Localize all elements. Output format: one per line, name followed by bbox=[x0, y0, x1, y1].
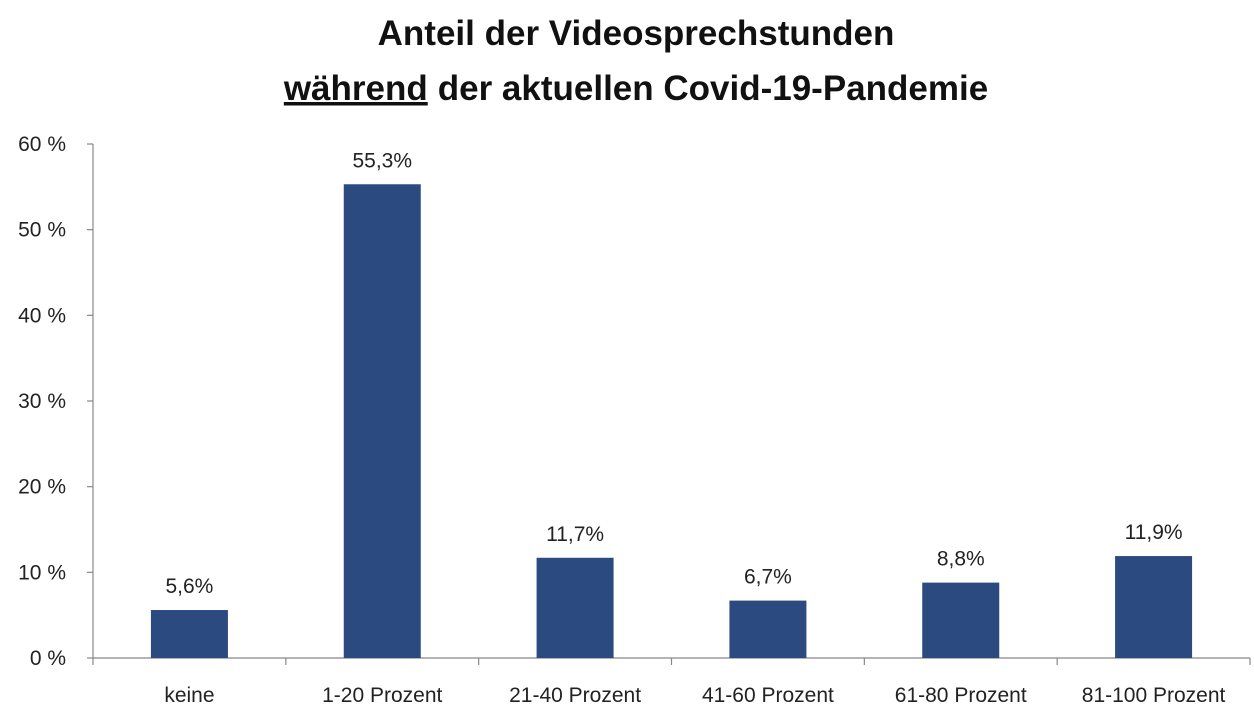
y-tick-label: 20 % bbox=[18, 476, 66, 499]
y-tick-label: 50 % bbox=[18, 219, 66, 242]
value-label: 6,7% bbox=[744, 566, 792, 589]
chart-title: Anteil der Videosprechstunden bbox=[378, 14, 895, 53]
x-tick-label: 21-40 Prozent bbox=[509, 684, 641, 706]
y-tick-label: 30 % bbox=[18, 390, 66, 413]
x-tick-label: 41-60 Prozent bbox=[702, 684, 834, 706]
x-tick-label: 61-80 Prozent bbox=[895, 684, 1027, 706]
y-tick-label: 10 % bbox=[18, 561, 66, 584]
x-tick-label: keine bbox=[164, 684, 214, 706]
chart-title-emphasis: während bbox=[283, 69, 428, 108]
y-tick-label: 0 % bbox=[30, 647, 66, 670]
x-tick-label: 81-100 Prozent bbox=[1082, 684, 1226, 706]
chart-title-rest: der aktuellen Covid-19-Pandemie bbox=[438, 69, 988, 108]
value-label: 55,3% bbox=[352, 149, 412, 172]
bar bbox=[1115, 556, 1193, 658]
y-tick-label: 40 % bbox=[18, 304, 66, 327]
bar bbox=[536, 557, 614, 658]
bar bbox=[729, 600, 807, 658]
value-label: 11,7% bbox=[546, 523, 604, 546]
chart-title-line2: während der aktuellen Covid-19-Pandemie bbox=[283, 69, 988, 108]
value-label: 5,6% bbox=[165, 575, 213, 598]
x-tick-label: 1-20 Prozent bbox=[322, 684, 442, 706]
bar bbox=[343, 184, 421, 658]
y-tick-label: 60 % bbox=[18, 133, 66, 156]
bar bbox=[922, 582, 1000, 658]
bar bbox=[150, 610, 228, 658]
value-label: 8,8% bbox=[937, 548, 985, 571]
value-label: 11,9% bbox=[1125, 521, 1183, 544]
